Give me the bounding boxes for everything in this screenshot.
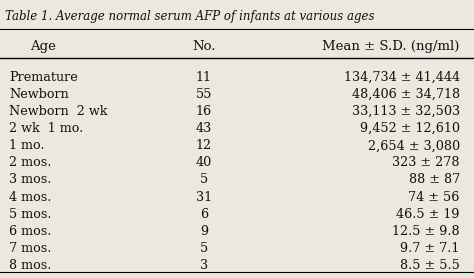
Text: 3 mos.: 3 mos. bbox=[9, 173, 52, 187]
Text: Age: Age bbox=[30, 40, 55, 53]
Text: 7 mos.: 7 mos. bbox=[9, 242, 52, 255]
Text: 6: 6 bbox=[200, 208, 208, 221]
Text: 9: 9 bbox=[200, 225, 208, 238]
Text: 134,734 ± 41,444: 134,734 ± 41,444 bbox=[344, 71, 460, 84]
Text: 88 ± 87: 88 ± 87 bbox=[409, 173, 460, 187]
Text: 9.7 ± 7.1: 9.7 ± 7.1 bbox=[401, 242, 460, 255]
Text: 1 mo.: 1 mo. bbox=[9, 139, 45, 152]
Text: 8 mos.: 8 mos. bbox=[9, 259, 52, 272]
Text: 40: 40 bbox=[196, 156, 212, 169]
Text: 46.5 ± 19: 46.5 ± 19 bbox=[396, 208, 460, 221]
Text: 5 mos.: 5 mos. bbox=[9, 208, 52, 221]
Text: 2,654 ± 3,080: 2,654 ± 3,080 bbox=[368, 139, 460, 152]
Text: 48,406 ± 34,718: 48,406 ± 34,718 bbox=[352, 88, 460, 101]
Text: 31: 31 bbox=[196, 191, 212, 203]
Text: 5: 5 bbox=[200, 173, 208, 187]
Text: 6 mos.: 6 mos. bbox=[9, 225, 52, 238]
Text: 74 ± 56: 74 ± 56 bbox=[409, 191, 460, 203]
Text: No.: No. bbox=[192, 40, 216, 53]
Text: 5: 5 bbox=[200, 242, 208, 255]
Text: 43: 43 bbox=[196, 122, 212, 135]
Text: 33,113 ± 32,503: 33,113 ± 32,503 bbox=[352, 105, 460, 118]
Text: 2 mos.: 2 mos. bbox=[9, 156, 52, 169]
Text: Mean ± S.D. (ng/ml): Mean ± S.D. (ng/ml) bbox=[322, 40, 460, 53]
Text: 16: 16 bbox=[196, 105, 212, 118]
Text: 11: 11 bbox=[196, 71, 212, 84]
Text: 12.5 ± 9.8: 12.5 ± 9.8 bbox=[392, 225, 460, 238]
Text: Newborn  2 wk: Newborn 2 wk bbox=[9, 105, 108, 118]
Text: 2 wk  1 mo.: 2 wk 1 mo. bbox=[9, 122, 84, 135]
Text: 12: 12 bbox=[196, 139, 212, 152]
Text: Premature: Premature bbox=[9, 71, 78, 84]
Text: 4 mos.: 4 mos. bbox=[9, 191, 52, 203]
Text: 8.5 ± 5.5: 8.5 ± 5.5 bbox=[400, 259, 460, 272]
Text: 9,452 ± 12,610: 9,452 ± 12,610 bbox=[360, 122, 460, 135]
Text: Newborn: Newborn bbox=[9, 88, 69, 101]
Text: 55: 55 bbox=[196, 88, 212, 101]
Text: 323 ± 278: 323 ± 278 bbox=[392, 156, 460, 169]
Text: Table 1. Average normal serum AFP of infants at various ages: Table 1. Average normal serum AFP of inf… bbox=[5, 10, 374, 23]
Text: 3: 3 bbox=[200, 259, 208, 272]
